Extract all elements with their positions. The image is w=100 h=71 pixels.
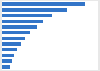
Bar [2, 37, 25, 40]
Bar [2, 54, 14, 57]
Bar [2, 8, 68, 12]
Bar [2, 31, 30, 34]
Bar [2, 42, 20, 46]
Bar [2, 2, 85, 6]
Bar [2, 48, 17, 51]
Bar [2, 25, 37, 29]
Bar [2, 20, 44, 23]
Bar [2, 59, 12, 63]
Bar [2, 14, 52, 17]
Bar [2, 65, 10, 69]
